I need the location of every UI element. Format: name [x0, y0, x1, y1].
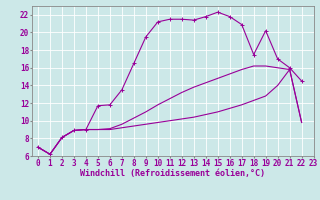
X-axis label: Windchill (Refroidissement éolien,°C): Windchill (Refroidissement éolien,°C) — [80, 169, 265, 178]
